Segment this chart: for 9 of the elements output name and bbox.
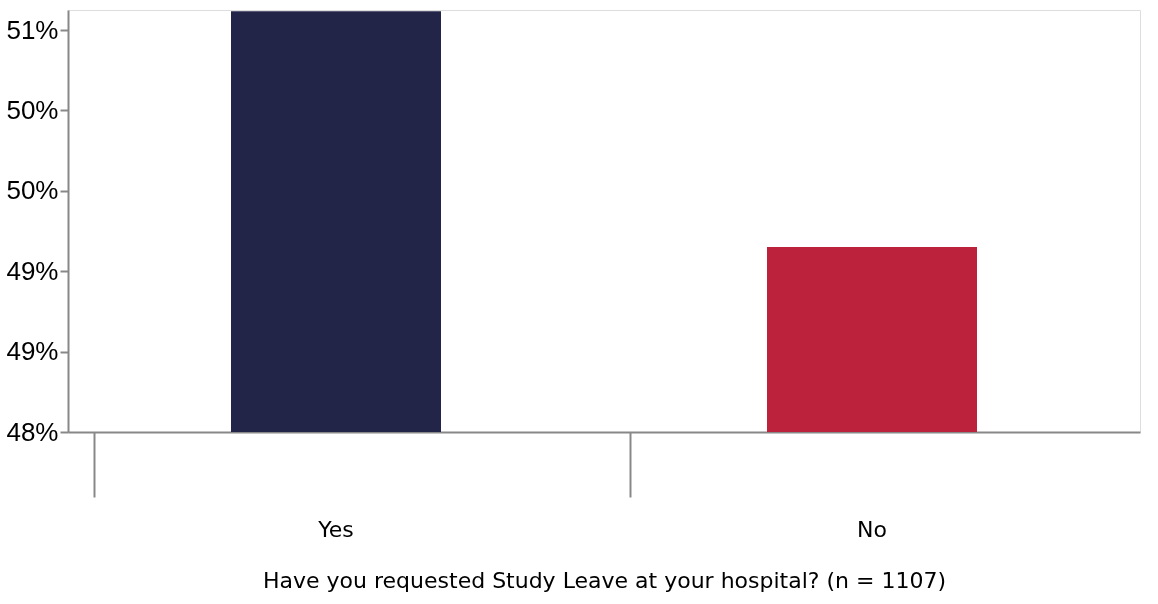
y-tick-label: 50% <box>6 94 59 125</box>
y-tick-label: 50% <box>6 175 59 206</box>
y-tick-label: 51% <box>6 14 59 45</box>
y-tick-label: 49% <box>6 255 59 286</box>
x-tick-label: Yes <box>317 516 354 542</box>
y-tick-label: 48% <box>6 416 59 447</box>
x-axis-title: Have you requested Study Leave at your hospital? (n = 1107) <box>263 567 946 593</box>
x-tick-label: No <box>857 516 887 542</box>
y-tick-label: 49% <box>6 336 59 367</box>
